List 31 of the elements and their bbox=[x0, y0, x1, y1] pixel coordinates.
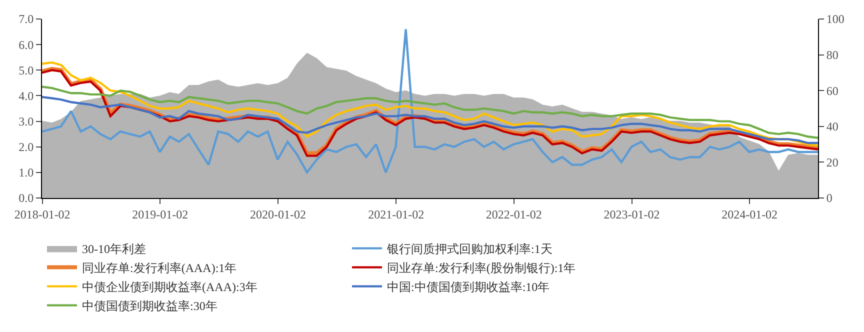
x-tick-label: 2019-01-02 bbox=[132, 207, 188, 222]
line-series bbox=[42, 28, 818, 174]
x-tick-label: 2022-01-02 bbox=[486, 207, 542, 222]
line-series bbox=[42, 96, 818, 144]
line-series bbox=[42, 86, 818, 140]
x-tick-label: 2021-01-02 bbox=[368, 207, 424, 222]
y-tick-label: 3.0 bbox=[18, 114, 34, 128]
x-tick-label: 2020-01-02 bbox=[250, 207, 306, 222]
y2-tick-label: 40 bbox=[826, 120, 838, 134]
legend-label: 同业存单:发行利率(股份制银行):1年 bbox=[387, 260, 576, 275]
legend-label: 30-10年利差 bbox=[82, 242, 146, 256]
y2-tick-label: 0 bbox=[826, 191, 832, 206]
legend-label: 中债企业债到期收益率(AAA):3年 bbox=[82, 280, 258, 294]
x-tick-label: 2023-01-02 bbox=[604, 207, 660, 222]
y-tick-label: 5.0 bbox=[18, 63, 34, 78]
y2-tick-label: 80 bbox=[826, 48, 838, 62]
y-tick-label: 2.0 bbox=[18, 140, 34, 154]
y2-tick-label: 20 bbox=[826, 155, 838, 170]
y2-tick-label: 100 bbox=[826, 12, 844, 26]
x-tick-label: 2024-01-02 bbox=[722, 207, 778, 222]
y2-tick-label: 60 bbox=[826, 84, 838, 98]
legend-label: 中国:中债国债到期收益率:10年 bbox=[387, 280, 550, 294]
y-tick-label: 4.0 bbox=[18, 88, 34, 103]
legend-label: 银行间质押式回购加权利率:1天 bbox=[386, 242, 552, 256]
y-tick-label: 0.0 bbox=[18, 191, 34, 206]
y-tick-label: 6.0 bbox=[18, 38, 34, 52]
y-tick-label: 7.0 bbox=[18, 12, 34, 26]
x-tick-label: 2018-01-02 bbox=[14, 207, 70, 222]
legend-label: 中债国债到期收益率:30年 bbox=[82, 298, 218, 313]
y-tick-label: 1.0 bbox=[18, 166, 34, 180]
legend-label: 同业存单:发行利率(AAA):1年 bbox=[82, 260, 237, 275]
